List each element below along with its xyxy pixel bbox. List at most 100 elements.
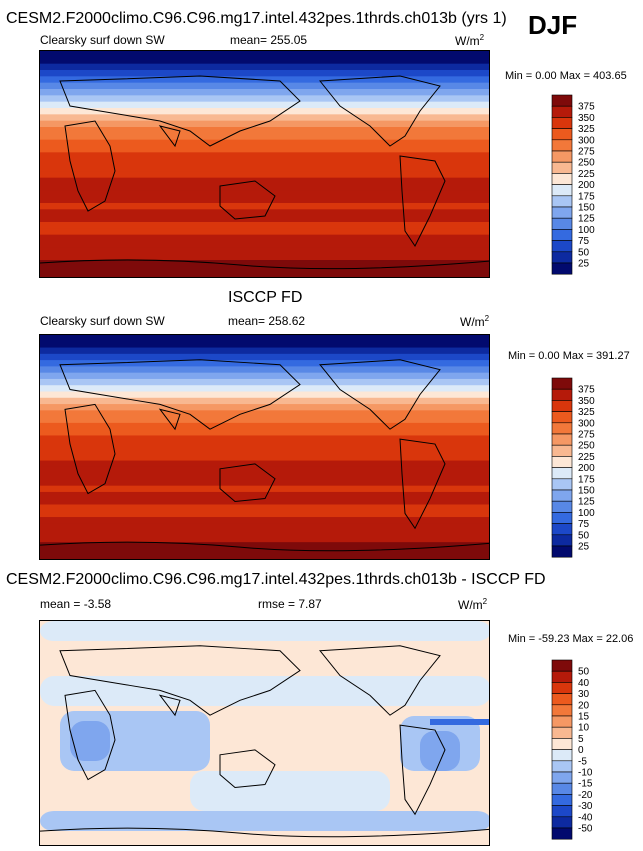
panel-3-units: W/m2: [458, 597, 487, 612]
panel-2-minmax: Min = 0.00 Max = 391.27: [508, 350, 630, 362]
colorbar-box: [551, 659, 573, 672]
contour-band: [40, 260, 489, 267]
coastline: [399, 438, 446, 530]
colorbar-tick-label: 30: [578, 689, 590, 700]
colorbar-tick-label: 100: [578, 508, 595, 519]
contour-band: [40, 404, 489, 411]
coastline: [40, 827, 489, 838]
coastline: [59, 359, 301, 430]
colorbar-box: [551, 534, 573, 547]
colorbar-box: [551, 105, 573, 118]
contour-band: [40, 152, 489, 160]
coastline: [399, 724, 446, 816]
units-exponent: 2: [479, 33, 485, 42]
colorbar-tick-label: 150: [578, 203, 595, 214]
colorbar-tick-label: -20: [578, 790, 593, 801]
contour-band: [40, 366, 489, 374]
contour-band: [40, 82, 489, 90]
colorbar-tick-label: 100: [578, 225, 595, 236]
contour-band: [40, 63, 489, 71]
colorbar-tick-label: 275: [578, 147, 595, 158]
coastline: [158, 125, 181, 148]
season-label: DJF: [528, 10, 578, 40]
colorbar-tick-label: 125: [578, 214, 595, 225]
panel-3-rmse-label: rmse = 7.87: [258, 597, 322, 611]
coastline: [40, 259, 489, 270]
contour-band: [40, 133, 489, 141]
colorbar-box: [551, 377, 573, 390]
colorbar-box: [551, 704, 573, 717]
contour-band: [190, 771, 390, 811]
panel-1-minmax: Min = 0.00 Max = 403.65: [505, 70, 627, 82]
colorbar-tick-label: 25: [578, 542, 590, 553]
contour-band: [40, 491, 489, 499]
colorbar-box: [551, 400, 573, 412]
colorbar-tick-label: -10: [578, 768, 593, 779]
colorbar-box: [551, 94, 573, 107]
colorbar-box: [551, 467, 573, 480]
colorbar-tick-label: 75: [578, 236, 590, 247]
contour-band: [40, 535, 489, 543]
contour-band: [40, 410, 489, 418]
colorbar-tick-label: -30: [578, 801, 593, 812]
contour-band: [40, 416, 489, 424]
contour-band: [40, 89, 489, 96]
contour-band: [40, 241, 489, 248]
contour-band: [40, 101, 489, 109]
colorbar-box: [551, 456, 573, 468]
panel-1-map-svg: [40, 51, 489, 277]
contour-band: [40, 203, 489, 210]
colorbar-box: [551, 827, 573, 840]
colorbar-box: [551, 206, 573, 219]
colorbar-tick-label: -50: [578, 824, 593, 835]
colorbar-tick-label: 20: [578, 700, 590, 711]
panel-3-map: [39, 620, 490, 846]
colorbar-tick-label: 200: [578, 463, 595, 474]
colorbar-tick-label: 200: [578, 180, 595, 191]
panel-2-colorbar: 3753503253002752502252001751501251007550…: [551, 377, 595, 558]
panel-2-mean-label: mean= 258.62: [228, 314, 306, 328]
colorbar-box: [551, 422, 573, 435]
colorbar-tick-label: 225: [578, 452, 595, 463]
contour-band: [40, 485, 489, 493]
coastline: [64, 403, 116, 495]
units-text: W/m: [460, 315, 485, 329]
colorbar-tick-label: 375: [578, 102, 595, 113]
colorbar-box: [551, 816, 573, 829]
panel-2-map-svg: [40, 335, 489, 559]
colorbar-box: [551, 217, 573, 230]
colorbar-tick-label: 125: [578, 497, 595, 508]
contour-band: [40, 529, 489, 537]
contour-band: [40, 454, 489, 462]
contour-band: [40, 504, 489, 512]
contour-band: [40, 139, 489, 147]
contour-band: [40, 108, 489, 115]
colorbar-box: [551, 794, 573, 806]
coastline: [219, 749, 276, 789]
units-text: W/m: [455, 34, 480, 48]
colorbar-tick-label: 250: [578, 158, 595, 169]
colorbar-tick-label: 5: [578, 734, 584, 745]
colorbar-tick-label: -15: [578, 779, 593, 790]
coastline: [219, 463, 276, 503]
colorbar-box: [551, 805, 573, 818]
contour-band: [70, 721, 110, 761]
colorbar-box: [551, 782, 573, 795]
colorbar-tick-label: -5: [578, 756, 587, 767]
contour-band: [40, 353, 489, 361]
colorbar-tick-label: 25: [578, 259, 590, 270]
colorbar-box: [551, 771, 573, 784]
contour-band: [40, 441, 489, 449]
colorbar-tick-label: 325: [578, 407, 595, 418]
panel-2-variable-label: Clearsky surf down SW: [40, 314, 165, 328]
coastline: [158, 408, 181, 431]
colorbar-tick-label: 0: [578, 745, 584, 756]
contour-band: [40, 335, 489, 342]
contour-band: [40, 621, 489, 641]
contour-band: [40, 448, 489, 455]
colorbar-tick-label: 350: [578, 113, 595, 124]
colorbar-box: [551, 388, 573, 401]
colorbar-box: [551, 195, 573, 208]
colorbar-box: [551, 682, 573, 694]
contour-band: [40, 341, 489, 349]
